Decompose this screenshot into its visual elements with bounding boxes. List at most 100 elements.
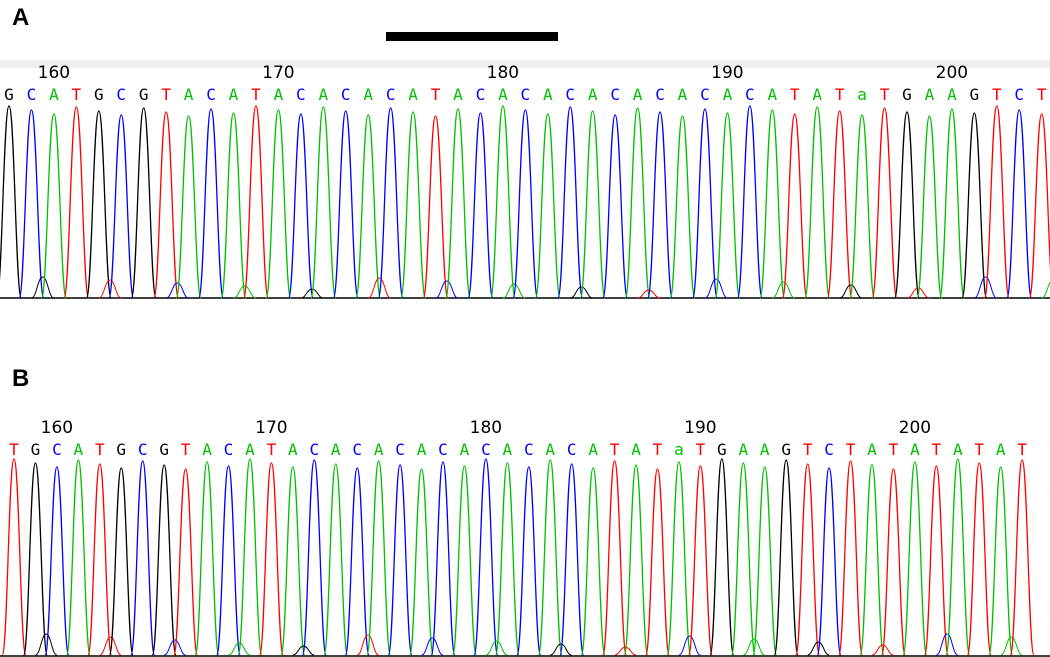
base-call: T: [803, 440, 813, 459]
trace-peak: [301, 459, 327, 656]
trace-noise: [772, 281, 795, 299]
base-call: T: [1037, 85, 1047, 104]
position-tick-label: 160: [41, 418, 73, 438]
trace-peak: [983, 105, 1010, 299]
base-call: A: [74, 440, 84, 459]
base-call: T: [161, 85, 171, 104]
trace-peak: [966, 462, 992, 656]
base-call: A: [631, 440, 641, 459]
trace-peak: [826, 110, 853, 299]
base-call: C: [52, 440, 62, 459]
trace-peak: [194, 461, 220, 656]
base-call: A: [274, 85, 284, 104]
trace-noise: [357, 634, 379, 656]
trace-noise: [502, 283, 526, 299]
position-tick-label: 180: [470, 418, 502, 438]
trace-peak: [87, 463, 113, 656]
base-call: C: [206, 85, 216, 104]
trace-peak: [923, 465, 949, 656]
trace-peak: [752, 466, 778, 656]
trace-noise: [871, 644, 894, 656]
base-call: T: [846, 440, 856, 459]
trace-noise: [98, 279, 122, 299]
trace-peak: [849, 114, 876, 299]
trace-peak: [445, 108, 471, 299]
trace-peak: [804, 106, 831, 299]
base-call: C: [341, 85, 351, 104]
base-call: T: [251, 85, 261, 104]
base-call: C: [386, 85, 396, 104]
base-call: C: [116, 85, 126, 104]
base-call: C: [224, 440, 234, 459]
base-call: T: [880, 85, 890, 104]
trace-peak: [645, 468, 670, 656]
base-call: A: [633, 85, 643, 104]
trace-noise: [368, 277, 391, 299]
trace-peak: [173, 468, 199, 656]
base-call: A: [202, 440, 212, 459]
trace-peak: [687, 465, 713, 656]
panel-b-chromatogram: 160 170 180 190 200 T G C A T G C G T A C A T A C A C A C A C A C A C…: [0, 415, 1050, 657]
base-call: T: [9, 440, 19, 459]
base-call: C: [567, 440, 577, 459]
trace-peak: [355, 114, 382, 299]
base-call: C: [824, 440, 834, 459]
base-call: A: [738, 440, 748, 459]
trace-peak: [237, 458, 263, 656]
base-call: A: [767, 85, 777, 104]
trace-peak: [366, 460, 392, 656]
base-call: A: [867, 440, 877, 459]
base-call: A: [588, 85, 598, 104]
trace-peak: [602, 114, 629, 299]
trace-peak: [691, 108, 718, 299]
base-call: T: [72, 85, 82, 104]
trace-peak: [709, 458, 735, 656]
trace-peak: [623, 464, 649, 656]
trace-peak: [624, 107, 651, 299]
base-call: G: [31, 440, 41, 459]
panel-label-a: A: [12, 4, 30, 31]
trace-peak: [310, 106, 337, 299]
trace-peak: [130, 107, 157, 299]
position-tick-label: 200: [899, 418, 931, 438]
trace-peak: [773, 459, 799, 656]
base-call: A: [460, 440, 470, 459]
base-call: C: [27, 85, 37, 104]
trace-peak: [332, 110, 359, 299]
base-call: A: [184, 85, 194, 104]
position-tick-label: 190: [684, 418, 716, 438]
base-call: T: [431, 85, 441, 104]
trace-peak: [258, 462, 284, 656]
trace-peak: [795, 463, 821, 656]
trace-noise: [974, 276, 997, 299]
trace-peak: [23, 462, 48, 656]
trace-noise: [164, 639, 186, 656]
trace-noise: [743, 638, 765, 656]
trace-peak: [516, 466, 542, 656]
trace-peak: [400, 111, 427, 299]
trace-peak: [559, 463, 585, 656]
base-call: A: [363, 85, 373, 104]
base-call: C: [352, 440, 362, 459]
base-call: T: [181, 440, 191, 459]
trace-peak: [409, 468, 434, 656]
base-call: G: [4, 85, 14, 104]
base-call: T: [974, 440, 984, 459]
trace-noise: [550, 643, 572, 656]
trace-noise: [99, 636, 122, 656]
trace-peak: [816, 467, 842, 656]
base-call: A: [812, 85, 822, 104]
trace-peak: [938, 108, 965, 299]
trace-noise: [704, 278, 728, 299]
base-call: G: [902, 85, 912, 104]
base-call: C: [1014, 85, 1024, 104]
trace-peak: [602, 460, 628, 656]
trace-peak: [580, 467, 606, 656]
trace-noise: [907, 287, 930, 299]
base-call: C: [700, 85, 710, 104]
trace-peak: [265, 109, 292, 299]
trace-peak: [108, 467, 134, 656]
trace-peak: [344, 467, 370, 656]
trace-peak: [512, 109, 539, 299]
trace-peak: [198, 108, 225, 299]
